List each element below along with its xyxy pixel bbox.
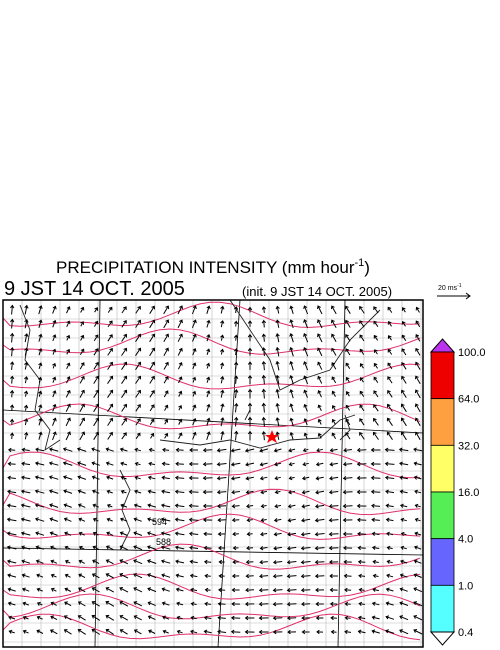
colorbar-segment <box>430 351 455 400</box>
contour-label: 588 <box>156 537 171 547</box>
title-superscript: -1 <box>355 257 365 269</box>
colorbar-label: 64.0 <box>458 394 479 406</box>
coastline <box>19 299 381 551</box>
title: PRECIPITATION INTENSITY (mm hour-1) <box>56 257 370 277</box>
valid-time: 9 JST 14 OCT. 2005 <box>4 278 185 300</box>
colorbar-segment <box>430 584 455 633</box>
colorbar-over <box>429 338 456 353</box>
colorbar-label: 100.0 <box>458 347 486 359</box>
init-time: (init. 9 JST 14 OCT. 2005) <box>242 284 392 299</box>
map-frame <box>2 299 424 648</box>
colorbar-segment <box>430 444 455 493</box>
map <box>2 299 424 648</box>
colorbar-label: 32.0 <box>458 440 479 452</box>
colorbar-segment <box>430 538 455 586</box>
colorbar-label: 1.0 <box>458 580 473 592</box>
graticule <box>2 299 424 648</box>
reference-vector <box>437 292 471 300</box>
title-text: PRECIPITATION INTENSITY (mm hour <box>56 258 355 277</box>
colorbar-label: 4.0 <box>458 534 473 546</box>
colorbar-segment <box>430 491 455 540</box>
location-star <box>265 430 279 443</box>
colorbar-under <box>429 631 456 646</box>
height-contours <box>2 301 421 641</box>
wind-vectors <box>6 304 423 635</box>
colorbar-label: 16.0 <box>458 487 479 499</box>
reference-vector-label: 20 ms-1 <box>438 283 462 292</box>
contour-label: 594 <box>152 517 167 527</box>
reference-superscript: -1 <box>457 283 462 289</box>
colorbar: 100.0 64.0 32.0 16.0 4.0 1.0 0.4 <box>429 338 486 646</box>
colorbar-segment <box>430 398 455 446</box>
title-suffix: ) <box>364 258 370 277</box>
reference-unit: 20 ms <box>438 285 458 292</box>
colorbar-label: 0.4 <box>458 627 473 639</box>
